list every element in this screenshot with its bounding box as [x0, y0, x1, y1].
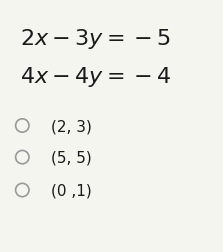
- Text: (2, 3): (2, 3): [51, 118, 92, 134]
- Text: $2x - 3y = -5$: $2x - 3y = -5$: [20, 27, 171, 51]
- Text: (5, 5): (5, 5): [51, 150, 92, 165]
- Ellipse shape: [16, 151, 29, 164]
- Text: (0 ,1): (0 ,1): [51, 183, 92, 198]
- Ellipse shape: [16, 119, 29, 133]
- Ellipse shape: [16, 184, 29, 197]
- Text: $4x - 4y = -4$: $4x - 4y = -4$: [20, 65, 171, 89]
